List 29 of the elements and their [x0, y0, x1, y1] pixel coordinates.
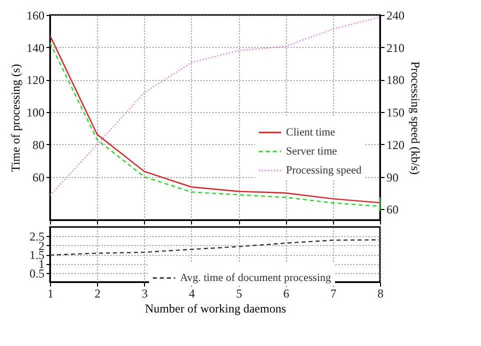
y-axis-title: Time of processing (s) — [8, 64, 22, 172]
legend-label: Avg. time of document processing — [180, 272, 332, 284]
y2-tick-label: 240 — [386, 8, 404, 22]
x-tick-label: 6 — [283, 286, 290, 300]
y-tick-label: 60 — [32, 170, 44, 184]
x-tick-label: 7 — [330, 286, 336, 300]
x-tick-label: 3 — [142, 286, 148, 300]
y-tick-label: 80 — [32, 138, 44, 152]
legend-label: Client time — [286, 126, 336, 138]
y-tick-label: 140 — [26, 40, 44, 55]
y-tick-label: 120 — [26, 73, 44, 88]
x-tick-label: 8 — [378, 286, 384, 300]
y2-tick-label: 210 — [386, 40, 404, 55]
y-tick-label: 160 — [26, 8, 44, 22]
line-series — [50, 239, 380, 256]
legend-label: Server time — [286, 146, 338, 158]
y2-tick-label: 90 — [386, 170, 398, 184]
y2-tick-label: 180 — [386, 73, 404, 88]
y-tick-label: 100 — [26, 106, 44, 120]
legend-label: Processing speed — [286, 164, 362, 176]
x-axis-title: Number of working daemons — [145, 302, 286, 316]
y2-tick-label: 120 — [386, 138, 404, 152]
y2-tick-label: 150 — [386, 106, 404, 120]
y2-axis-title: Processing speed (kb/s) — [408, 61, 422, 175]
x-tick-label: 4 — [188, 286, 195, 300]
y2-tick-label: 60 — [386, 202, 398, 217]
x-tick-label: 1 — [48, 286, 54, 300]
x-tick-label: 5 — [236, 286, 242, 300]
x-tick-label: 2 — [94, 286, 101, 300]
